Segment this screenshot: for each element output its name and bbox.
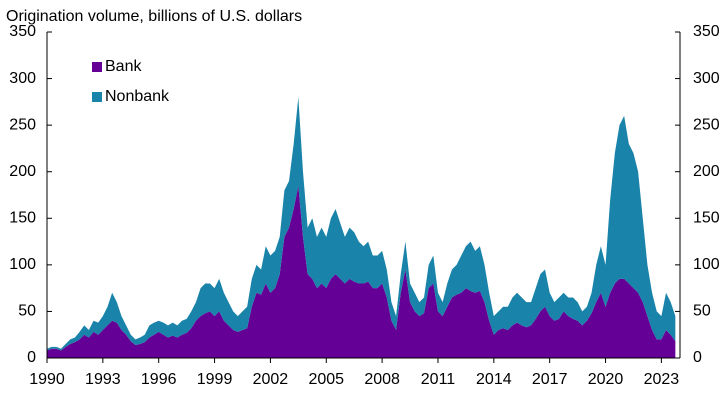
y-tick-label: 350: [9, 23, 36, 40]
legend-label: Bank: [105, 58, 142, 75]
chart-title: Origination volume, billions of U.S. dol…: [6, 8, 302, 25]
y2-tick-label: 50: [693, 303, 711, 320]
legend-swatch: [92, 92, 102, 102]
x-tick-label: 1996: [141, 371, 177, 388]
y2-tick-label: 0: [693, 349, 702, 366]
y-tick-label: 0: [27, 349, 36, 366]
y2-tick-label: 150: [693, 210, 720, 227]
y-tick-label: 150: [9, 210, 36, 227]
x-tick-label: 2002: [253, 371, 289, 388]
y2-tick-label: 350: [693, 23, 720, 40]
area-0: [47, 185, 676, 358]
x-tick-label: 2014: [476, 371, 512, 388]
area-1: [47, 97, 676, 351]
y2-tick-label: 250: [693, 116, 720, 133]
y-tick-label: 250: [9, 116, 36, 133]
y2-tick-label: 200: [693, 163, 720, 180]
y-tick-label: 100: [9, 256, 36, 273]
x-tick-label: 2017: [532, 371, 568, 388]
legend-label: Nonbank: [105, 88, 170, 105]
x-tick-label: 2011: [421, 371, 456, 388]
x-tick-label: 1993: [85, 371, 121, 388]
legend-swatch: [92, 62, 102, 72]
x-tick-label: 2020: [588, 371, 624, 388]
x-tick-label: 1999: [197, 371, 233, 388]
y2-tick-label: 300: [693, 70, 720, 87]
x-tick-label: 1990: [29, 371, 65, 388]
x-tick-label: 2023: [644, 371, 680, 388]
y-tick-label: 50: [18, 303, 36, 320]
y-tick-label: 200: [9, 163, 36, 180]
y-tick-label: 300: [9, 70, 36, 87]
x-tick-label: 2005: [308, 371, 344, 388]
x-tick-label: 2008: [364, 371, 400, 388]
y2-tick-label: 100: [693, 256, 720, 273]
